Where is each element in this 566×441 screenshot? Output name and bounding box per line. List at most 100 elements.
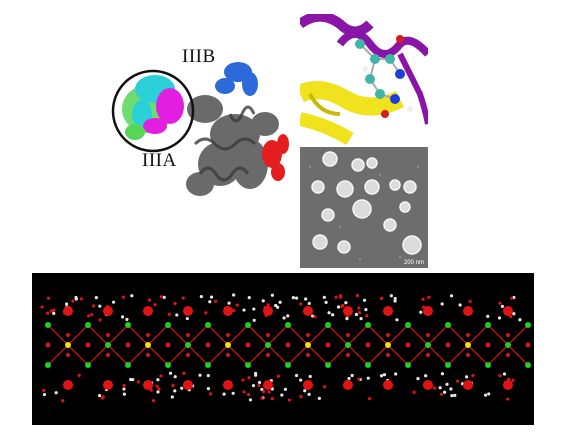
surface-atom	[103, 380, 113, 390]
lattice-bond	[447, 324, 469, 346]
lattice-atom-green	[405, 362, 411, 368]
surface-atom	[263, 306, 273, 316]
lattice-bond	[467, 344, 489, 366]
lattice-atom-red	[466, 333, 470, 337]
surface-atom	[122, 392, 126, 396]
surface-atom	[206, 387, 211, 391]
lattice-bond	[467, 324, 489, 346]
surface-atom	[173, 389, 177, 393]
surface-atom	[439, 392, 444, 396]
electron-micrograph-image: 200 nm	[300, 147, 428, 268]
lattice-atom-green	[325, 362, 331, 368]
surface-atom	[40, 305, 44, 309]
surface-atom	[327, 311, 331, 315]
lattice-bond	[167, 344, 189, 366]
surface-atom	[214, 299, 218, 303]
surface-atom	[354, 312, 359, 317]
surface-atom	[502, 372, 507, 376]
surface-atom	[322, 295, 326, 299]
lattice-atom-red	[66, 353, 70, 357]
lattice-atom-red	[426, 333, 430, 337]
surface-atom	[487, 392, 491, 396]
surface-atom	[365, 314, 369, 318]
lattice-atom-center	[465, 342, 471, 348]
surface-atom	[162, 295, 166, 300]
lattice-atom-green	[85, 322, 91, 328]
surface-atom	[143, 380, 153, 390]
lattice-atom-center	[185, 342, 191, 348]
lattice-bond	[407, 324, 429, 346]
surface-atom	[509, 314, 513, 319]
surface-atom	[257, 383, 261, 387]
lattice-atom-green	[525, 322, 531, 328]
lattice-atom-center	[385, 342, 391, 348]
lattice-atom-green	[45, 322, 51, 328]
surface-atom	[311, 314, 315, 318]
surface-atom	[497, 316, 502, 320]
lattice-atom-red	[285, 342, 291, 348]
surface-atom	[299, 378, 303, 382]
lattice-atom-red	[525, 342, 531, 348]
surface-atom	[185, 316, 189, 321]
lattice-bond	[87, 344, 109, 366]
surface-atom	[167, 312, 171, 316]
lattice-bond	[487, 324, 509, 346]
surface-atom	[280, 393, 284, 397]
lattice-atom-green	[205, 322, 211, 328]
surface-atom	[92, 304, 96, 308]
surface-atom	[63, 380, 73, 390]
surface-atom	[276, 374, 280, 378]
surface-atom	[94, 296, 98, 300]
surface-atom	[324, 300, 328, 304]
lattice-bond	[107, 324, 129, 346]
surface-atom	[42, 392, 47, 397]
surface-atom	[278, 300, 282, 304]
surface-atom	[416, 377, 420, 381]
lattice-bond	[327, 344, 349, 366]
surface-atom	[247, 296, 251, 300]
surface-atom	[379, 374, 384, 378]
lattice-bond	[347, 344, 369, 366]
surface-atom	[208, 300, 212, 304]
surface-atom	[294, 296, 299, 300]
micrograph-drawing	[300, 147, 428, 268]
lattice-bond	[327, 324, 349, 346]
surface-atom	[242, 390, 246, 394]
lattice-bond	[387, 344, 409, 366]
crystal-lattice-drawing	[40, 293, 531, 403]
surface-atom	[383, 306, 393, 316]
surface-atom	[307, 301, 311, 306]
surface-atom	[383, 380, 393, 390]
lattice-atom-red	[485, 342, 491, 348]
lattice-atom-green	[445, 362, 451, 368]
surface-atom	[199, 294, 203, 299]
scale-bar-label: 200 nm	[403, 260, 424, 266]
surface-atom	[453, 393, 457, 397]
surface-atom	[347, 376, 351, 381]
surface-atom	[227, 301, 231, 305]
lattice-atom-green	[125, 362, 131, 368]
lattice-bond	[147, 344, 169, 366]
lattice-atom-red	[266, 333, 270, 337]
surface-atom	[344, 301, 348, 305]
surface-atom	[77, 373, 81, 377]
surface-atom	[442, 390, 447, 394]
surface-atom	[64, 302, 69, 306]
lattice-atom-green	[165, 362, 171, 368]
surface-atom	[286, 314, 290, 318]
lattice-atom-red	[165, 342, 171, 348]
surface-atom	[511, 378, 515, 383]
lattice-atom-green	[325, 322, 331, 328]
lattice-atom-green	[205, 362, 211, 368]
surface-atom	[153, 303, 157, 307]
protein-structure-image: IIIB IIIA	[100, 14, 300, 214]
lattice-atom-red	[205, 342, 211, 348]
surface-atom	[331, 313, 335, 317]
surface-atom	[359, 316, 363, 321]
surface-atom	[465, 375, 469, 379]
surface-atom	[111, 300, 116, 304]
surface-atom	[393, 296, 397, 301]
surface-atom	[263, 380, 273, 390]
surface-atom	[159, 374, 163, 378]
surface-atom	[252, 307, 256, 311]
